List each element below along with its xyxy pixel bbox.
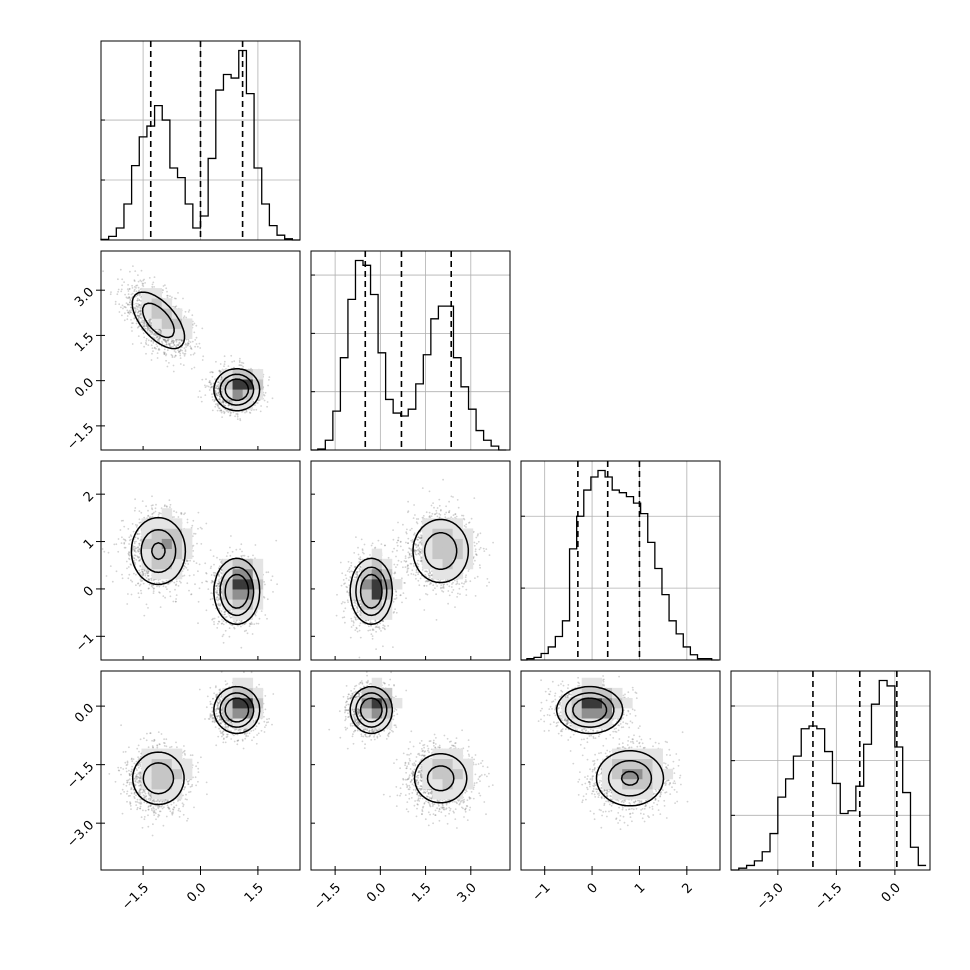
y-tick-label-1-3: 3.0 [72,285,97,310]
panel-content-2-0 [101,495,278,649]
x-tick-label-2-2: 1 [632,880,648,896]
x-tick-label-2-0: −1 [530,880,554,904]
panel-content-3-2 [537,671,689,831]
x-tick-label-2-3: 2 [679,880,695,896]
contour-1-0-0 [131,291,261,412]
panel-content-1-0 [102,265,274,422]
y-tick-label-3-0: −3.0 [64,818,97,851]
panel-content-3-0 [108,671,275,837]
scatter-panel-2-1 [310,460,511,661]
hist-step-2 [521,469,719,661]
contour-2-1-2 [359,573,383,609]
y-tick-label-1-2: 1.5 [72,330,97,355]
y-tick-label-2-1: 0 [81,584,97,600]
panel-bg-1-0 [101,251,300,450]
contour-2-1-0 [349,518,470,626]
hist-panel-3 [730,670,931,871]
contour-3-0-2 [224,697,250,723]
panel-content-3-1 [328,671,494,829]
x-tick-label-1-0: −1.5 [311,880,344,913]
x-tick-label-0-1: 0.0 [184,880,209,905]
scatter-panel-2-0 [100,460,301,661]
hist-frame-3 [730,670,931,871]
y-tick-label-1-1: 0.0 [72,375,97,400]
contour-3-1-1 [355,692,455,792]
hist-panel-2 [520,460,721,661]
contour-3-1-2 [359,697,383,723]
y-tick-label-3-1: −1.5 [64,759,97,792]
x-tick-label-1-3: 3.0 [455,880,480,905]
panel-bg-3-1 [311,671,510,870]
contour-2-1-1 [355,532,458,617]
contour-2-0-1 [140,528,255,617]
x-tick-label-3-0: −3.0 [754,880,787,913]
scatter-panel-1-0 [100,250,301,451]
x-tick-label-1-2: 1.5 [409,880,434,905]
x-tick-label-3-2: 0.0 [879,880,904,905]
y-tick-label-2-0: −1 [73,631,97,655]
panel-frame-3-1 [310,670,511,871]
contour-3-2-2 [572,697,640,786]
hist-panel-0 [100,40,301,241]
contour-3-0-0 [131,685,261,806]
hist-panel-bg-3 [731,671,930,870]
hist-step-3 [731,679,927,871]
contour-3-1-0 [349,685,468,804]
panel-frame-3-2 [520,670,721,871]
x-tick-label-0-0: −1.5 [119,880,152,913]
x-tick-label-1-1: 0.0 [364,880,389,905]
y-tick-label-1-0: −1.5 [64,421,97,454]
contour-3-2-0 [555,685,665,807]
contour-2-0-2 [151,542,250,609]
panel-content-2-1 [335,478,494,659]
x-tick-label-0-2: 1.5 [242,880,267,905]
x-tick-label-2-1: 0 [585,880,601,896]
y-tick-label-2-3: 2 [81,489,97,505]
hist-frame-0 [100,40,301,241]
contour-1-0-2 [224,378,250,402]
hist-frame-2 [520,460,721,661]
hist-step-1 [311,259,507,451]
panel-bg-3-0 [101,671,300,870]
panel-bg-2-0 [101,461,300,660]
hist-panel-bg-2 [521,461,720,660]
contour-3-2-1 [564,692,653,797]
contour-3-0-1 [142,692,255,795]
x-tick-label-3-1: −1.5 [812,880,845,913]
hist-panel-bg-1 [311,251,510,450]
y-tick-label-3-2: 0.0 [72,701,97,726]
panel-frame-2-1 [310,460,511,661]
scatter-panel-3-2 [520,670,721,871]
scatter-panel-3-1 [310,670,511,871]
hist-step-0 [100,49,300,241]
panel-bg-2-1 [311,461,510,660]
contour-2-0-0 [130,516,261,626]
y-tick-label-2-2: 1 [81,536,97,552]
contour-1-0-1 [141,302,255,406]
hist-frame-1 [310,250,511,451]
hist-panel-1 [310,250,511,451]
scatter-panel-3-0 [100,670,301,871]
